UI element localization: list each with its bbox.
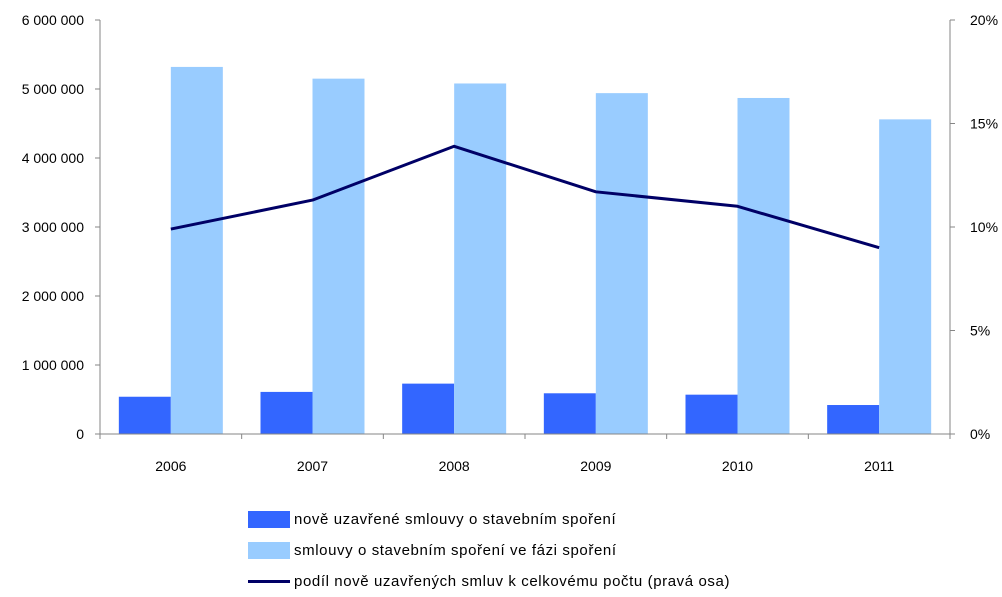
x-axis-tick-label: 2010 [722,458,753,474]
right-axis-tick-label: 5% [970,323,990,339]
bar-saving-phase-2007 [312,78,365,435]
x-axis-tick-label: 2009 [580,458,611,474]
bars-layer [118,66,932,435]
axes-layer: 0 1 000 000 2 000 000 3 000 000 4 000 000 5 0… [22,12,998,474]
bar-new-contracts-2009 [543,393,596,434]
bar-saving-phase-2009 [595,93,648,434]
chart: 0 1 000 000 2 000 000 3 000 000 4 000 000 5 0… [22,12,998,474]
bar-new-contracts-2006 [118,396,171,434]
legend-swatch-saving-phase [248,542,290,559]
right-axis-tick-label: 10% [970,219,998,235]
x-axis-tick-label: 2006 [155,458,186,474]
right-axis-tick-label: 20% [970,12,998,28]
legend-label-new-contracts: nově uzavřené smlouvy o stavebním spořen… [294,511,617,528]
legend-label-share: podíl nově uzavřených smluv k celkovému … [294,573,731,590]
bar-new-contracts-2008 [402,383,455,434]
left-axis-tick-label: 2 000 000 [22,288,84,304]
bar-new-contracts-2007 [260,391,313,434]
right-axis-tick-label: 0% [970,426,990,442]
left-axis-tick-label: 3 000 000 [22,219,84,235]
bar-saving-phase-2010 [737,97,790,434]
legend: nově uzavřené smlouvy o stavebním spořen… [248,504,730,597]
left-axis-tick-label: 5 000 000 [22,81,84,97]
x-axis-tick-label: 2011 [864,458,894,474]
bar-saving-phase-2006 [170,66,223,435]
legend-item-share: podíl nově uzavřených smluv k celkovému … [248,566,730,597]
legend-item-new-contracts: nově uzavřené smlouvy o stavebním spořen… [248,504,730,535]
legend-swatch-share [248,580,290,583]
legend-swatch-new-contracts [248,511,290,528]
left-axis-tick-label: 4 000 000 [22,150,84,166]
left-axis-tick-label: 1 000 000 [22,357,84,373]
bar-saving-phase-2008 [454,83,507,434]
share-line [170,144,880,250]
bar-new-contracts-2010 [685,394,738,434]
bar-saving-phase-2011 [879,119,932,435]
bar-new-contracts-2011 [827,405,880,434]
left-axis-tick-label: 0 [76,426,84,442]
x-axis-tick-label: 2007 [297,458,328,474]
legend-label-saving-phase: smlouvy o stavebním spoření ve fázi spoř… [294,542,617,559]
x-axis-tick-label: 2008 [439,458,470,474]
right-axis-tick-label: 15% [970,116,998,132]
legend-item-saving-phase: smlouvy o stavebním spoření ve fázi spoř… [248,535,730,566]
left-axis-tick-label: 6 000 000 [22,12,84,28]
